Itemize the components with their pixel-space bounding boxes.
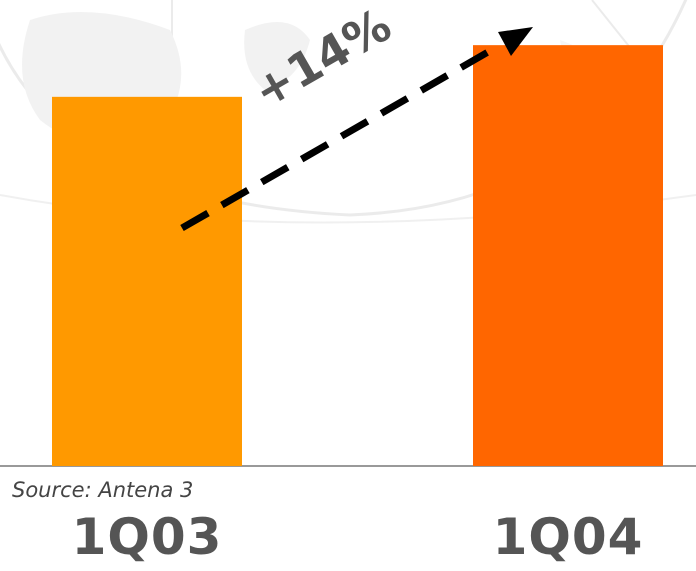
growth-annotation: +14% <box>244 0 400 119</box>
bar-1q04 <box>473 45 663 467</box>
bar-1q03 <box>52 96 242 466</box>
category-label-1q03: 1Q03 <box>71 508 223 566</box>
category-label-1q04: 1Q04 <box>492 508 644 566</box>
bars-group <box>52 45 663 467</box>
growth-arrow <box>180 27 533 232</box>
source-note: Source: Antena 3 <box>12 478 194 502</box>
